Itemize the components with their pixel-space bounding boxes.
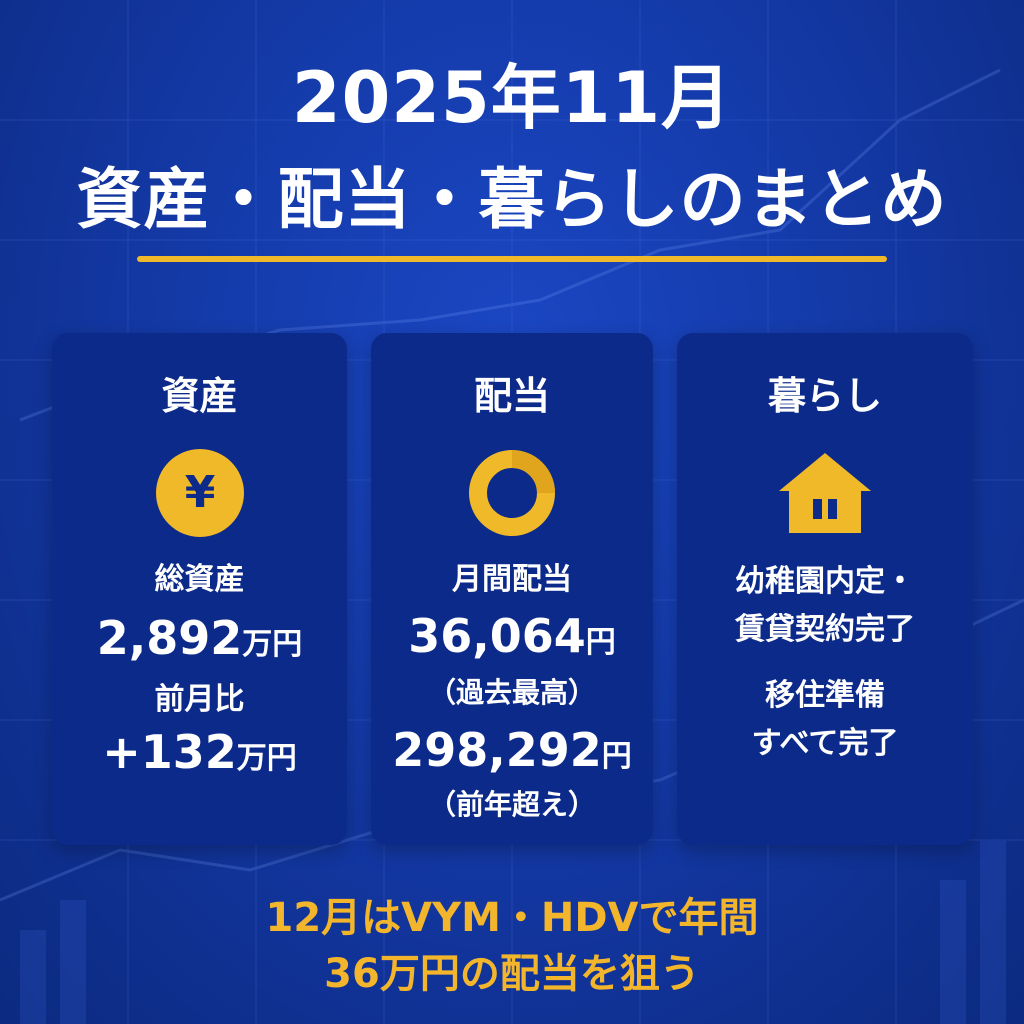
assets-card-title: 資産 [161, 374, 238, 418]
annual-dividend-unit: 円 [601, 739, 632, 774]
annual-dividend-value-line: 298,292円 [371, 723, 653, 784]
annual-dividend-note: （前年超え） [427, 788, 596, 821]
footer-line-1: 12月はVYM・HDVで年間 [265, 895, 759, 941]
month-change-label: 前月比 [154, 682, 245, 717]
life-line-1: 幼稚園内定・ [735, 564, 915, 599]
dividend-card-title: 配当 [473, 374, 550, 418]
title-underline [137, 256, 887, 262]
total-assets-value-line: 2,892万円 [52, 611, 347, 672]
total-assets-value: 2,892 [96, 611, 243, 665]
svg-text:¥: ¥ [184, 467, 215, 518]
page-title-date: 2025年11月 [291, 57, 733, 139]
monthly-dividend-value-line: 36,064円 [371, 609, 653, 670]
life-line-2: 賃貸契約完了 [735, 612, 915, 647]
life-line-3: 移住準備 [765, 678, 885, 713]
house-icon [779, 453, 871, 533]
ring-icon [469, 450, 555, 536]
dividend-card: 配当 月間配当 36,064円 （過去最高） 298,292円 （前年超え） [371, 333, 653, 845]
month-change-value: +132 [102, 725, 237, 779]
monthly-dividend-value: 36,064 [408, 609, 586, 663]
month-change-unit: 万円 [236, 741, 297, 776]
monthly-dividend-label: 月間配当 [452, 562, 572, 597]
life-card-title: 暮らし [767, 374, 882, 418]
total-assets-unit: 万円 [242, 627, 303, 662]
monthly-dividend-unit: 円 [585, 625, 616, 660]
footer-line-2: 36万円の配当を狙う [324, 951, 700, 997]
month-change-value-line: +132万円 [52, 725, 347, 786]
assets-card: 資産 ¥ 総資産 2,892万円 前月比 +132万円 [52, 333, 347, 845]
life-card: 暮らし 幼稚園内定・ 賃貸契約完了 移住準備 すべて完了 [677, 333, 973, 845]
monthly-dividend-note: （過去最高） [427, 676, 596, 709]
yen-coin-icon: ¥ [155, 449, 244, 537]
total-assets-label: 総資産 [154, 562, 245, 597]
page-title: 資産・配当・暮らしのまとめ [76, 161, 948, 238]
annual-dividend-value: 298,292 [392, 723, 602, 777]
life-line-4: すべて完了 [751, 726, 899, 761]
